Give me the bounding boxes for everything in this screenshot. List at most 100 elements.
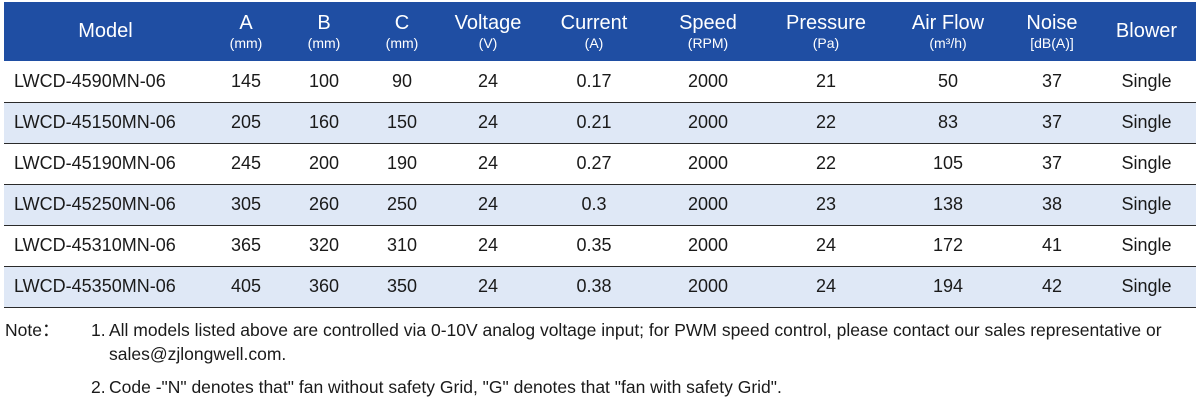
cell-air-flow: 50 [889, 61, 1007, 103]
cell-b: 260 [285, 184, 363, 226]
column-unit: (mm) [229, 34, 263, 51]
column-header-speed: Speed (RPM) [653, 2, 763, 61]
column-unit: (mm) [307, 34, 341, 51]
cell-current: 0.21 [535, 102, 653, 144]
table-row: LWCD-45350MN-06 405 360 350 24 0.38 2000… [4, 266, 1196, 308]
cell-noise: 38 [1007, 184, 1097, 226]
cell-a: 145 [207, 61, 285, 103]
table-row: LWCD-45150MN-06 205 160 150 24 0.21 2000… [4, 102, 1196, 144]
cell-model: LWCD-4590MN-06 [4, 61, 207, 103]
cell-a: 245 [207, 143, 285, 185]
cell-pressure: 22 [763, 143, 889, 185]
cell-noise: 42 [1007, 266, 1097, 308]
cell-air-flow: 138 [889, 184, 1007, 226]
cell-blower: Single [1097, 61, 1196, 103]
cell-air-flow: 105 [889, 143, 1007, 185]
cell-a: 205 [207, 102, 285, 144]
cell-noise: 37 [1007, 102, 1097, 144]
cell-current: 0.3 [535, 184, 653, 226]
cell-voltage: 24 [441, 184, 535, 226]
cell-speed: 2000 [653, 225, 763, 267]
cell-b: 100 [285, 61, 363, 103]
column-title: A [239, 11, 253, 34]
cell-a: 405 [207, 266, 285, 308]
spec-table-container: Model A (mm) B (mm) C (mm) Voltage (V) Curre… [4, 2, 1196, 308]
cell-model: LWCD-45190MN-06 [4, 143, 207, 185]
cell-blower: Single [1097, 102, 1196, 144]
column-header-voltage: Voltage (V) [441, 2, 535, 61]
column-unit: (RPM) [687, 34, 729, 51]
cell-pressure: 24 [763, 225, 889, 267]
cell-current: 0.27 [535, 143, 653, 185]
table-row: LWCD-4590MN-06 145 100 90 24 0.17 2000 2… [4, 61, 1196, 103]
column-title: Pressure [785, 11, 867, 34]
cell-b: 360 [285, 266, 363, 308]
cell-blower: Single [1097, 225, 1196, 267]
column-header-noise: Noise [dB(A)] [1007, 2, 1097, 61]
cell-current: 0.38 [535, 266, 653, 308]
column-header-c: C (mm) [363, 2, 441, 61]
cell-speed: 2000 [653, 102, 763, 144]
cell-c: 150 [363, 102, 441, 144]
cell-b: 200 [285, 143, 363, 185]
cell-model: LWCD-45350MN-06 [4, 266, 207, 308]
table-row: LWCD-45190MN-06 245 200 190 24 0.27 2000… [4, 143, 1196, 185]
cell-noise: 37 [1007, 61, 1097, 103]
cell-blower: Single [1097, 184, 1196, 226]
column-header-blower: Blower [1097, 2, 1196, 61]
column-header-pressure: Pressure (Pa) [763, 2, 889, 61]
table-row: LWCD-45250MN-06 305 260 250 24 0.3 2000 … [4, 184, 1196, 226]
note-number: 2. [91, 377, 106, 397]
cell-air-flow: 83 [889, 102, 1007, 144]
column-unit: [dB(A)] [1030, 34, 1074, 51]
cell-air-flow: 194 [889, 266, 1007, 308]
cell-model: LWCD-45250MN-06 [4, 184, 207, 226]
table-header-row: Model A (mm) B (mm) C (mm) Voltage (V) Curre… [4, 2, 1196, 61]
cell-speed: 2000 [653, 143, 763, 185]
cell-voltage: 24 [441, 266, 535, 308]
column-unit: (Pa) [812, 34, 840, 51]
cell-a: 365 [207, 225, 285, 267]
cell-blower: Single [1097, 266, 1196, 308]
cell-current: 0.35 [535, 225, 653, 267]
cell-pressure: 24 [763, 266, 889, 308]
column-title: Speed [679, 11, 737, 34]
note-number: 1. [91, 320, 106, 340]
cell-voltage: 24 [441, 102, 535, 144]
cell-pressure: 21 [763, 61, 889, 103]
cell-pressure: 22 [763, 102, 889, 144]
cell-noise: 37 [1007, 143, 1097, 185]
cell-a: 305 [207, 184, 285, 226]
cell-b: 320 [285, 225, 363, 267]
cell-current: 0.17 [535, 61, 653, 103]
cell-c: 250 [363, 184, 441, 226]
cell-model: LWCD-45150MN-06 [4, 102, 207, 144]
cell-voltage: 24 [441, 143, 535, 185]
column-header-b: B (mm) [285, 2, 363, 61]
cell-voltage: 24 [441, 61, 535, 103]
column-title: Air Flow [911, 11, 985, 34]
cell-c: 90 [363, 61, 441, 103]
table-row: LWCD-45310MN-06 365 320 310 24 0.35 2000… [4, 225, 1196, 267]
note-text: Code -"N" denotes that" fan without safe… [109, 377, 782, 397]
notes-section: Note： 1. All models listed above are con… [5, 318, 1195, 399]
column-unit: (V) [478, 34, 498, 51]
note-item: Note： 1. All models listed above are con… [5, 318, 1195, 366]
cell-noise: 41 [1007, 225, 1097, 267]
column-title: Model [78, 20, 133, 42]
cell-c: 310 [363, 225, 441, 267]
column-header-a: A (mm) [207, 2, 285, 61]
cell-speed: 2000 [653, 184, 763, 226]
cell-speed: 2000 [653, 61, 763, 103]
column-unit: (mm) [385, 34, 419, 51]
cell-speed: 2000 [653, 266, 763, 308]
column-title: Voltage [454, 11, 522, 34]
column-title: C [394, 11, 410, 34]
cell-blower: Single [1097, 143, 1196, 185]
cell-voltage: 24 [441, 225, 535, 267]
column-header-model: Model [4, 2, 207, 61]
column-title: Current [560, 11, 628, 34]
column-title: Noise [1026, 11, 1078, 34]
column-title: B [317, 11, 331, 34]
cell-air-flow: 172 [889, 225, 1007, 267]
